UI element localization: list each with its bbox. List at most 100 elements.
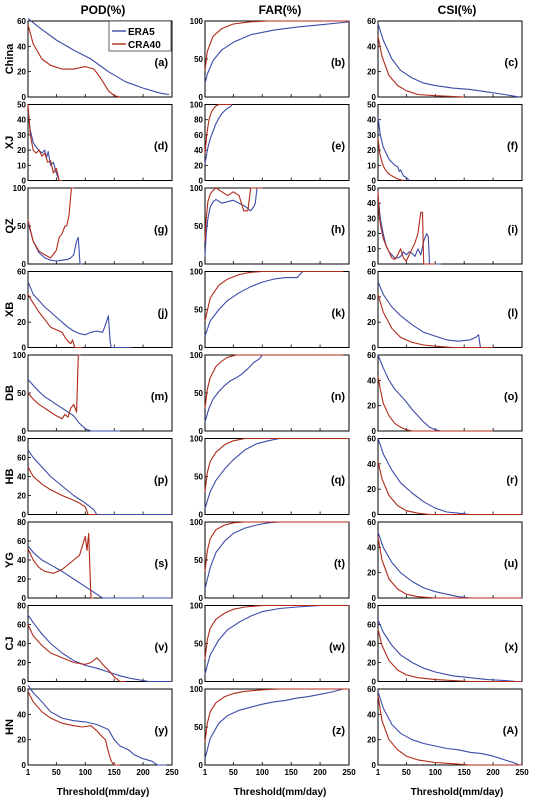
panel-label: (w) <box>329 642 345 654</box>
plot-frame <box>204 20 350 98</box>
series-line-cra40 <box>27 354 81 420</box>
y-tick-label: 80 <box>194 116 203 125</box>
y-tick-label: 50 <box>367 101 376 110</box>
series-line-era5 <box>377 23 520 98</box>
legend: ERA5 CRA40 <box>108 20 172 52</box>
panel-db-far: 0 50 100 (n) <box>190 351 350 436</box>
panel-label: (l) <box>508 308 519 320</box>
row-xb: XB 0 20 40 60 (j) 0 50 100 (k) 0 20 40 60 (l) <box>4 268 523 353</box>
panel-cj-far: 0 50 100 (w) <box>190 602 350 687</box>
panel-label: (A) <box>503 725 519 737</box>
y-tick-label: 100 <box>190 685 204 694</box>
panel-china-pod: 0 20 40 60 (a) <box>17 17 173 102</box>
plot-frame <box>204 688 350 766</box>
y-tick-label: 50 <box>194 473 203 482</box>
panel-label: (g) <box>154 224 168 236</box>
y-tick-label: 40 <box>367 116 376 125</box>
y-tick-label: 40 <box>367 42 376 51</box>
y-tick-label: 40 <box>17 473 26 482</box>
series-line-cra40 <box>204 604 349 659</box>
y-tick-label: 40 <box>367 199 376 208</box>
plot-frame <box>204 605 350 682</box>
y-tick-label: 50 <box>194 556 203 565</box>
y-tick-label: 30 <box>367 214 376 223</box>
y-tick-label: 100 <box>190 518 204 527</box>
y-tick-label: 60 <box>367 518 376 527</box>
series-line-era5 <box>377 438 522 516</box>
series-line-era5 <box>204 104 233 164</box>
panel-grid: China0204060(a)050100(b)0204060(c)XJ0102… <box>4 17 529 777</box>
y-tick-label: 20 <box>17 68 26 77</box>
series-line-cra40 <box>27 691 120 766</box>
series-line-cra40 <box>377 376 494 432</box>
y-tick-label: 60 <box>17 17 26 26</box>
y-tick-label: 80 <box>17 602 26 611</box>
y-tick-label: 40 <box>367 460 376 469</box>
panel-xj-pod: 0 10 20 30 40 50 (d) <box>17 101 173 186</box>
x-axis-title-far: Threshold(mm/day) <box>234 787 327 798</box>
series-line-era5 <box>204 688 349 760</box>
series-line-era5 <box>377 619 517 683</box>
series-line-era5 <box>204 604 349 675</box>
panel-label: (h) <box>331 224 345 236</box>
y-tick-label: 0 <box>372 260 377 269</box>
series-line-era5 <box>27 614 172 683</box>
x-tick-label: 1 <box>26 768 31 777</box>
y-tick-label: 60 <box>367 17 376 26</box>
y-tick-label: 0 <box>22 761 27 770</box>
plot-frame <box>377 354 523 432</box>
panel-label: (c) <box>505 57 519 69</box>
panel-xb-far: 0 50 100 (k) <box>190 268 350 353</box>
plot-frame <box>204 521 350 599</box>
x-tick-label: 150 <box>284 768 298 777</box>
plot-frame <box>27 104 173 181</box>
panel-label: (a) <box>155 57 169 69</box>
panel-label: (x) <box>505 642 519 654</box>
y-tick-label: 100 <box>13 184 27 193</box>
panel-label: (k) <box>332 308 346 320</box>
panel-label: (t) <box>334 558 345 570</box>
row-china: China 0 20 40 60 (a) 0 50 100 (b) 0 20 40 60 (c) <box>4 17 523 102</box>
row-label: XJ <box>4 136 16 149</box>
y-tick-label: 20 <box>367 659 376 668</box>
x-tick-label: 100 <box>79 768 93 777</box>
panel-label: (v) <box>155 642 169 654</box>
y-tick-label: 60 <box>367 685 376 694</box>
series-line-cra40 <box>27 104 63 182</box>
panel-label: (z) <box>332 725 345 737</box>
panel-label: (f) <box>507 141 518 153</box>
series-line-cra40 <box>204 103 233 154</box>
series-line-era5 <box>27 449 172 516</box>
series-line-cra40 <box>204 187 263 242</box>
row-label: YG <box>4 552 16 568</box>
row-label: DB <box>4 385 16 401</box>
y-tick-label: 0 <box>22 678 27 687</box>
panel-qz-csi: 0 10 20 30 40 50 (i) <box>367 184 523 269</box>
y-tick-label: 0 <box>22 594 27 603</box>
y-tick-label: 0 <box>372 761 377 770</box>
y-tick-label: 20 <box>17 492 26 501</box>
panel-cj-csi: 0 20 40 60 80 (x) <box>367 602 523 687</box>
y-tick-label: 40 <box>194 146 203 155</box>
y-tick-label: 20 <box>367 402 376 411</box>
y-tick-label: 60 <box>17 537 26 546</box>
series-line-era5 <box>377 691 520 766</box>
y-tick-label: 50 <box>194 640 203 649</box>
series-line-cra40 <box>204 354 344 409</box>
y-tick-label: 40 <box>17 42 26 51</box>
x-tick-label: 250 <box>342 768 356 777</box>
plot-frame <box>377 521 523 599</box>
plot-frame <box>377 438 523 515</box>
series-line-era5 <box>27 281 132 349</box>
panel-xj-csi: 0 10 20 30 40 50 (f) <box>367 101 523 186</box>
panel-db-csi: 0 20 40 60 (o) <box>367 351 523 436</box>
x-tick-label: 200 <box>136 768 150 777</box>
y-tick-label: 40 <box>17 293 26 302</box>
y-tick-label: 50 <box>367 184 376 193</box>
x-tick-label: 200 <box>313 768 327 777</box>
y-tick-label: 20 <box>17 575 26 584</box>
plot-frame <box>27 688 173 766</box>
